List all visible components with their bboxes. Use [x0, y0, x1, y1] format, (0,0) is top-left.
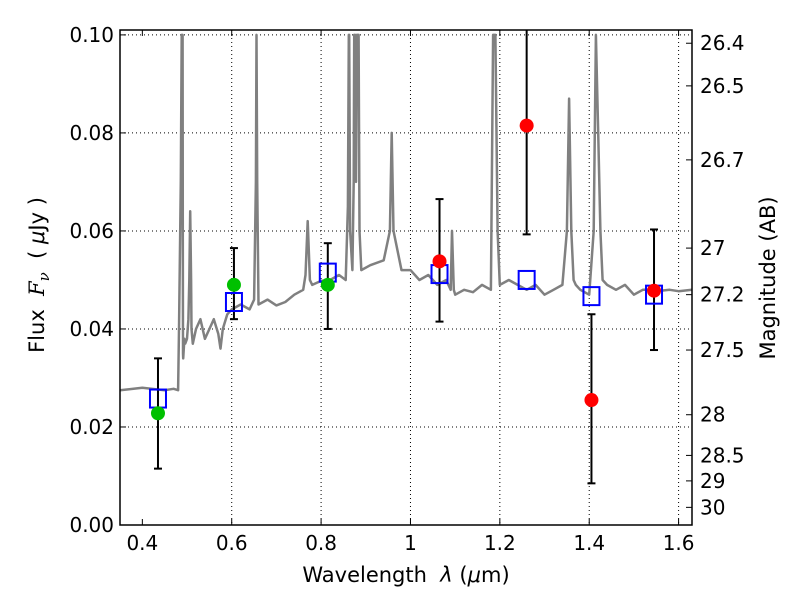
magnitude-tick-label: 27	[700, 236, 725, 260]
magnitude-tick-label: 30	[700, 495, 725, 519]
y-tick-label: 0.02	[69, 415, 114, 439]
x-tick-label: 1.2	[484, 531, 516, 555]
magnitude-tick-label: 26.5	[700, 74, 745, 98]
magnitude-tick-label: 26.7	[700, 148, 745, 172]
x-tick-label: 0.4	[126, 531, 158, 555]
magnitude-tick-label: 29	[700, 469, 725, 493]
y-tick-label: 0.06	[69, 219, 114, 243]
magnitude-tick-label: 28.5	[700, 443, 745, 467]
upper-limit-point	[647, 283, 662, 298]
y-axis-label: Flux Fν ( μJy )	[25, 197, 53, 353]
magnitude-tick-label: 27.5	[700, 338, 745, 362]
x-axis-label: Wavelength λ (μm)	[302, 563, 509, 587]
model-photometry-square	[517, 269, 536, 290]
right-axis-label: Magnitude (AB)	[756, 196, 780, 359]
measured-points	[150, 118, 662, 421]
magnitude-tick-label: 27.2	[700, 283, 745, 307]
model-spectrum-line	[120, 33, 692, 392]
y-tick-label: 0.04	[69, 317, 114, 341]
model-photometry-square	[582, 286, 601, 307]
upper-limit-point	[432, 254, 447, 269]
magnitude-tick-label: 26.4	[700, 31, 745, 55]
detection-point	[150, 406, 165, 421]
y-tick-label: 0.10	[69, 23, 114, 47]
x-tick-label: 1.4	[573, 531, 605, 555]
upper-limit-point	[584, 393, 599, 408]
y-tick-label: 0.00	[69, 513, 114, 537]
upper-limit-point	[519, 118, 534, 133]
x-tick-label: 1	[404, 531, 417, 555]
plot-area	[120, 30, 692, 485]
detection-point	[226, 277, 241, 292]
x-tick-label: 0.8	[305, 531, 337, 555]
plot-frame	[119, 29, 693, 526]
detection-point	[320, 277, 335, 292]
magnitude-tick-label: 28	[700, 403, 725, 427]
x-tick-label: 0.6	[216, 531, 248, 555]
y-tick-label: 0.08	[69, 121, 114, 145]
model-photometry-square	[224, 292, 243, 313]
x-tick-label: 1.6	[663, 531, 695, 555]
axis-ticks: 0.4 0.6 0.8 1 1.2 1.4 1.6 0.00 0.02 0.04 0.06 0.08 0…	[69, 23, 744, 555]
